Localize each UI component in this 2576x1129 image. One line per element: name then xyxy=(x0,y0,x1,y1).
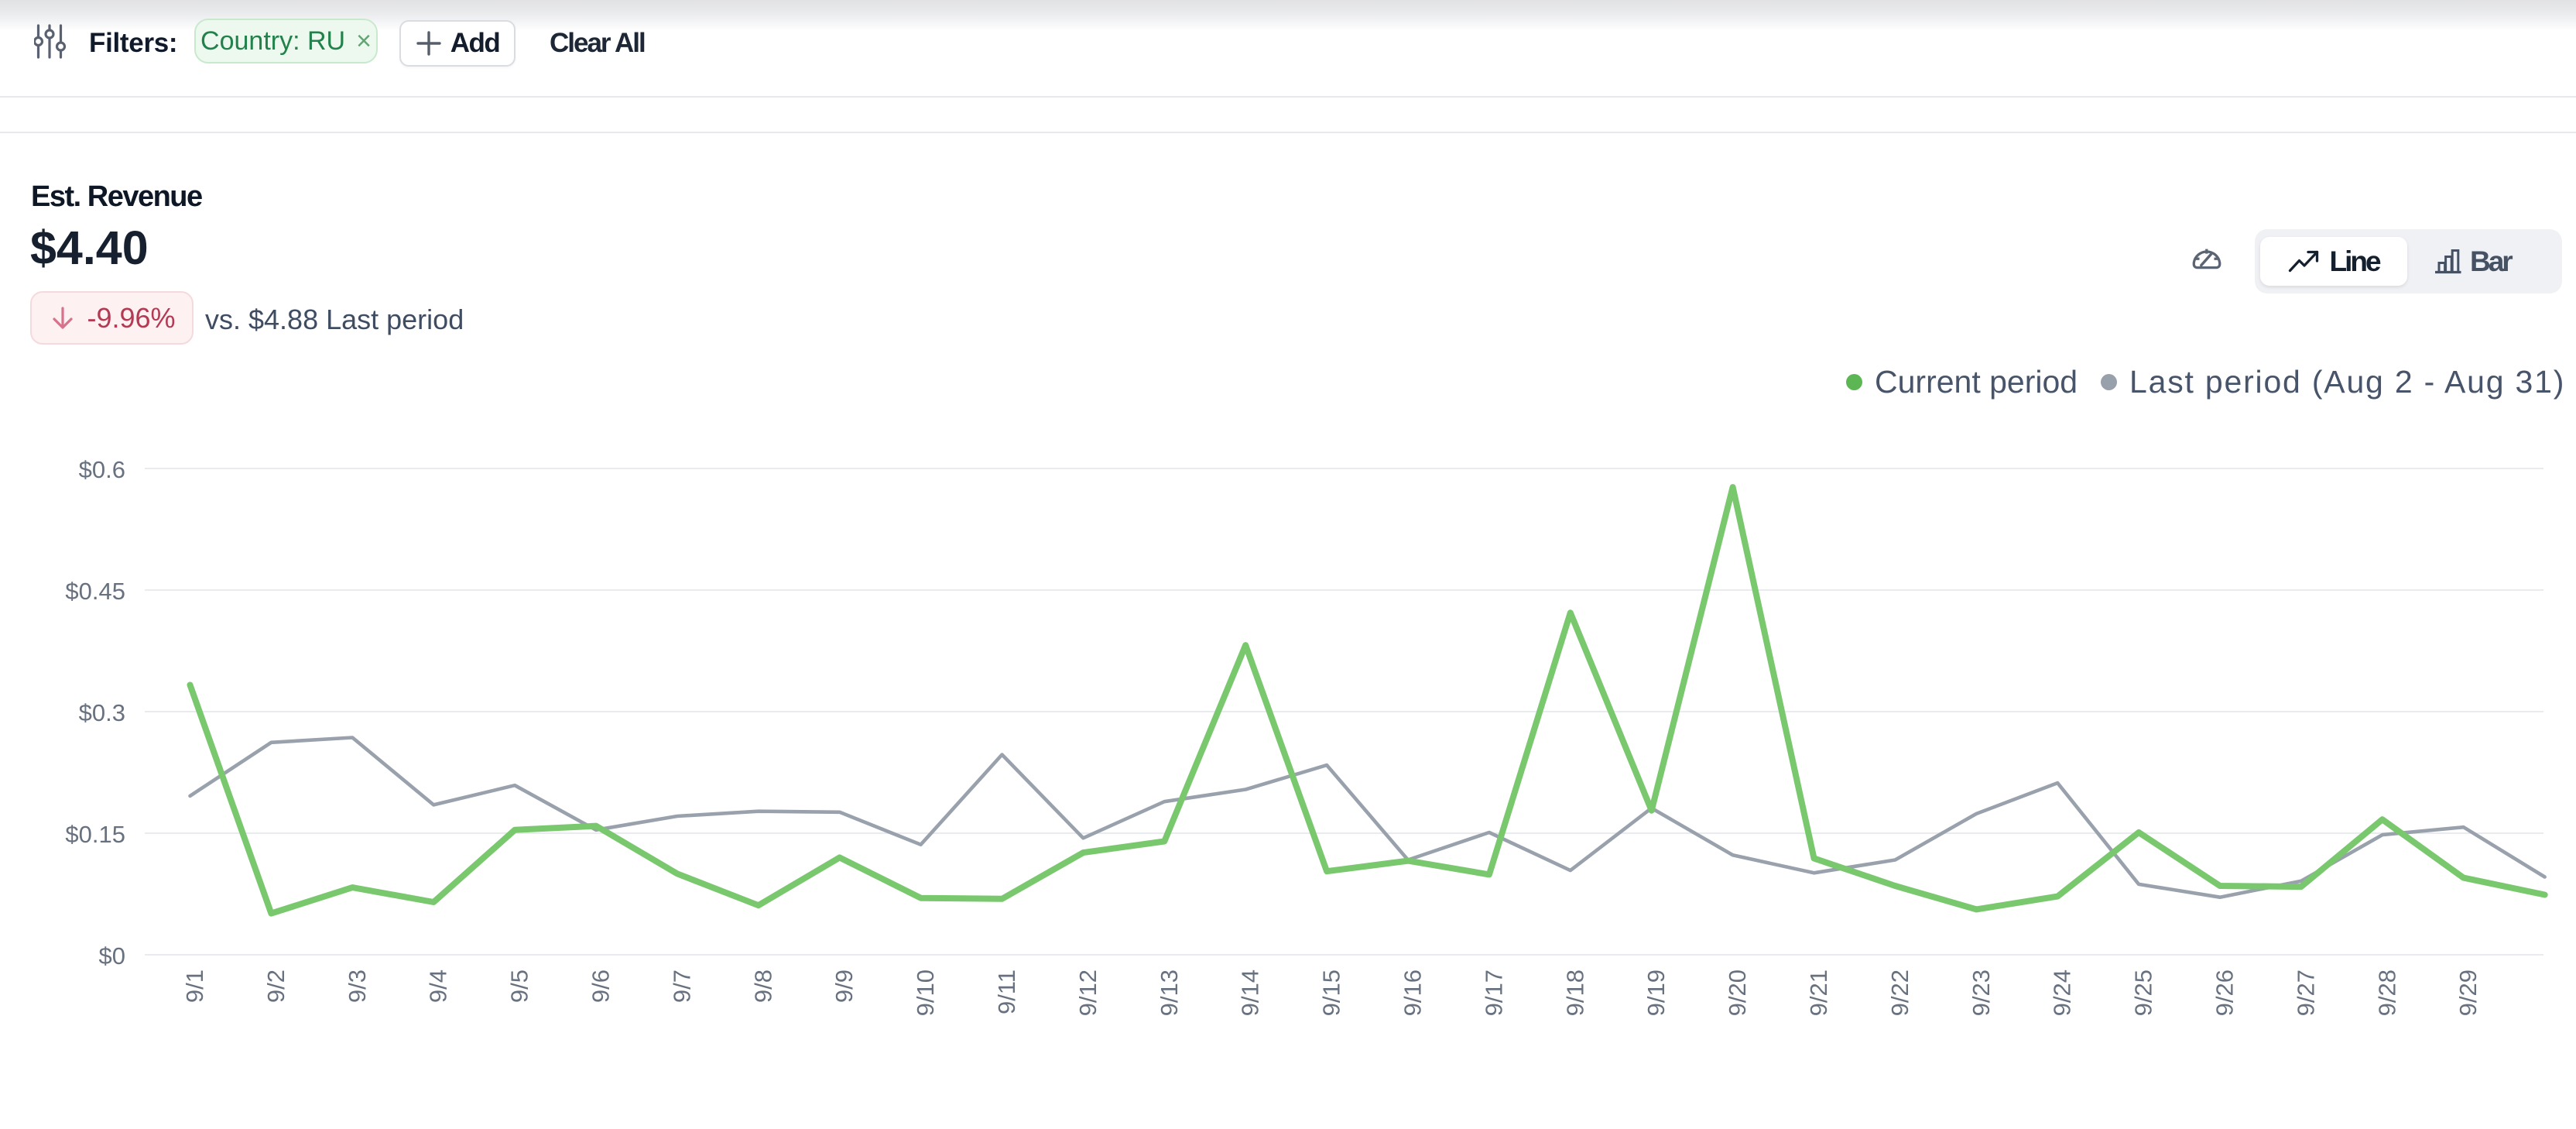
svg-text:9/21: 9/21 xyxy=(1805,969,1832,1016)
svg-text:9/15: 9/15 xyxy=(1318,969,1345,1016)
svg-text:9/25: 9/25 xyxy=(2130,969,2157,1016)
svg-text:$0.3: $0.3 xyxy=(79,699,125,726)
svg-text:$0.45: $0.45 xyxy=(65,578,125,605)
svg-text:9/4: 9/4 xyxy=(425,969,452,1003)
svg-text:9/5: 9/5 xyxy=(506,969,533,1003)
svg-text:9/27: 9/27 xyxy=(2292,969,2319,1016)
svg-text:9/7: 9/7 xyxy=(668,969,695,1003)
svg-text:9/11: 9/11 xyxy=(993,969,1020,1014)
svg-text:9/3: 9/3 xyxy=(344,969,371,1003)
svg-text:9/13: 9/13 xyxy=(1156,969,1183,1016)
svg-text:9/8: 9/8 xyxy=(749,969,776,1003)
svg-text:$0.15: $0.15 xyxy=(65,821,125,848)
svg-text:9/16: 9/16 xyxy=(1399,969,1427,1016)
svg-text:9/12: 9/12 xyxy=(1074,969,1101,1016)
svg-text:9/19: 9/19 xyxy=(1643,969,1670,1016)
svg-text:9/26: 9/26 xyxy=(2211,969,2239,1016)
svg-text:$0: $0 xyxy=(99,942,125,969)
svg-text:9/24: 9/24 xyxy=(2049,969,2076,1016)
svg-text:9/29: 9/29 xyxy=(2454,969,2482,1016)
svg-text:9/17: 9/17 xyxy=(1480,969,1507,1016)
svg-text:9/18: 9/18 xyxy=(1561,969,1588,1016)
svg-text:9/23: 9/23 xyxy=(1968,969,1995,1016)
svg-text:$0.6: $0.6 xyxy=(79,456,125,483)
svg-text:9/28: 9/28 xyxy=(2373,969,2400,1016)
svg-text:9/10: 9/10 xyxy=(912,969,939,1016)
svg-text:9/22: 9/22 xyxy=(1886,969,1913,1016)
svg-text:9/1: 9/1 xyxy=(181,969,208,1003)
svg-text:9/6: 9/6 xyxy=(587,969,615,1003)
svg-text:9/9: 9/9 xyxy=(831,969,858,1003)
svg-text:9/20: 9/20 xyxy=(1724,969,1751,1016)
svg-text:9/14: 9/14 xyxy=(1237,969,1264,1016)
svg-text:9/2: 9/2 xyxy=(262,969,289,1003)
